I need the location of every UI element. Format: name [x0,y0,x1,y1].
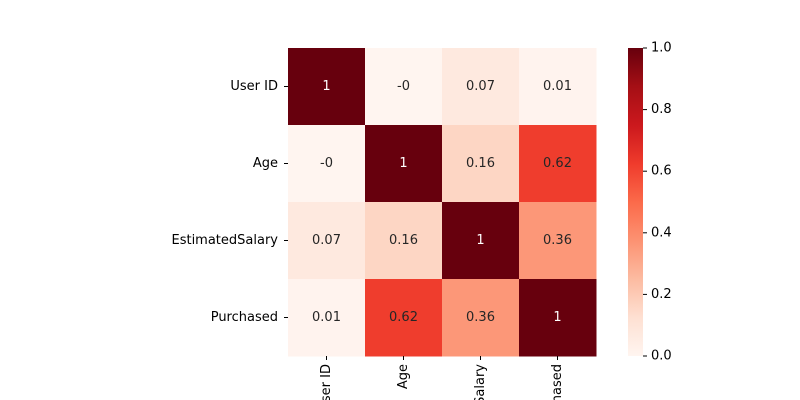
cell-label: 0.01 [543,79,572,94]
colorbar [628,48,643,356]
heatmap-cell [288,279,366,357]
cell-label: 1 [322,79,330,94]
heatmap-cell [519,279,597,357]
cell-label: 1 [553,310,561,325]
cell-label: -0 [320,156,333,171]
y-tick-label: Purchased [211,310,278,325]
x-tick-label: Purchased [550,364,565,400]
colorbar-tick-label: 1.0 [651,41,672,56]
heatmap-cell [365,48,443,126]
cell-label: 0.36 [466,310,495,325]
heatmap-cell [519,48,597,126]
heatmap-cell [288,48,366,126]
cell-label: 1 [399,156,407,171]
cell-label: 0.07 [466,79,495,94]
colorbar-tick-label: 0.4 [651,225,672,240]
heatmap-cell [365,125,443,203]
heatmap-cell [519,202,597,280]
heatmap-cell [442,202,520,280]
cell-label: 0.62 [543,156,572,171]
y-tick-label: Age [253,156,278,171]
x-tick-label: EstimatedSalary [473,364,488,400]
cell-label: 0.16 [466,156,495,171]
y-tick-label: EstimatedSalary [171,233,278,248]
colorbar-tick-label: 0.0 [651,349,672,364]
cell-label: 0.01 [312,310,341,325]
heatmap-cell [442,279,520,357]
cell-label: -0 [397,79,410,94]
cell-label: 0.16 [389,233,418,248]
heatmap-cell [288,202,366,280]
heatmap-cell [519,125,597,203]
heatmap-cell [442,48,520,126]
cell-label: 0.62 [389,310,418,325]
colorbar-tick-label: 0.2 [651,287,672,302]
heatmap-cell [442,125,520,203]
x-tick-label: Age [396,364,411,389]
heatmap-cell [365,279,443,357]
colorbar-tick-label: 0.8 [651,102,672,117]
heatmap-cell [365,202,443,280]
cell-label: 0.36 [543,233,572,248]
y-tick-label: User ID [230,79,278,94]
colorbar-tick-label: 0.6 [651,164,672,179]
heatmap-cell [288,125,366,203]
cell-label: 1 [476,233,484,248]
x-tick-label: User ID [319,364,334,400]
cell-label: 0.07 [312,233,341,248]
